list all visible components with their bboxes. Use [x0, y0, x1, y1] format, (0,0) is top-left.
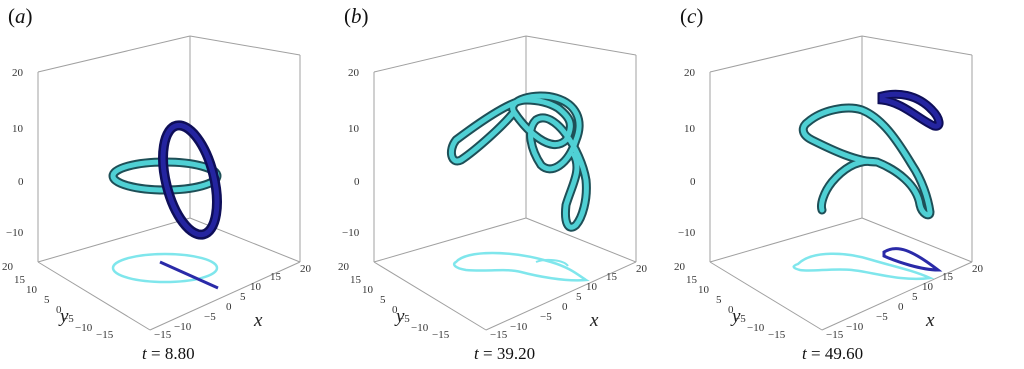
x-tick-label: 5: [912, 291, 918, 303]
x-ticks: −15 −10 −5 0 5 10 15 20: [154, 263, 312, 341]
x-tick-label: 20: [300, 263, 312, 275]
y-tick-label: 20: [2, 261, 14, 273]
y-tick-label: −15: [96, 329, 114, 341]
panel-label: (b): [344, 4, 369, 28]
x-tick-label: 15: [942, 271, 954, 283]
y-axis-label: y: [394, 306, 405, 327]
z-tick-label: 0: [18, 176, 24, 188]
y-tick-label: 0: [728, 304, 734, 316]
z-tick-label: 0: [354, 176, 360, 188]
z-tick-label: −10: [6, 227, 24, 239]
x-tick-label: 0: [562, 301, 568, 313]
vortex-tube: [800, 105, 933, 218]
y-tick-label: 15: [686, 274, 698, 286]
x-tick-label: 15: [606, 271, 618, 283]
y-tick-label: 0: [56, 304, 62, 316]
z-ticks: 20 10 0 −10: [6, 67, 24, 239]
y-tick-label: −5: [398, 313, 410, 325]
y-tick-label: −10: [747, 322, 765, 334]
x-tick-label: 20: [636, 263, 648, 275]
x-axis-label: x: [589, 310, 599, 331]
x-tick-label: 10: [922, 281, 934, 293]
y-axis-label: y: [58, 306, 69, 327]
x-tick-label: −5: [876, 311, 888, 323]
z-tick-label: 20: [348, 67, 360, 79]
y-tick-label: −10: [411, 322, 429, 334]
x-tick-label: −5: [204, 311, 216, 323]
y-tick-label: 10: [698, 284, 710, 296]
z-tick-label: 10: [348, 123, 360, 135]
x-ticks: −15 −10 −5 0 5 10 15 20: [490, 263, 648, 341]
y-tick-label: −10: [75, 322, 93, 334]
y-tick-label: −15: [768, 329, 786, 341]
z-tick-label: 0: [690, 176, 696, 188]
y-tick-label: 20: [338, 261, 350, 273]
x-tick-label: −15: [826, 329, 844, 341]
x-tick-label: 0: [226, 301, 232, 313]
loop-projection-cyan: [792, 252, 935, 281]
x-tick-label: 5: [576, 291, 582, 303]
z-ticks: 20 10 0 −10: [342, 67, 360, 239]
x-tick-label: −15: [490, 329, 508, 341]
z-tick-label: −10: [342, 227, 360, 239]
z-ticks: 20 10 0 −10: [678, 67, 696, 239]
x-tick-label: 15: [270, 271, 282, 283]
y-tick-label: −5: [734, 313, 746, 325]
x-tick-label: −10: [846, 321, 864, 333]
ring-projection-cyan: [111, 252, 219, 284]
x-axis-label: x: [253, 310, 263, 331]
y-tick-label: 15: [14, 274, 26, 286]
y-tick-label: 10: [26, 284, 38, 296]
time-caption: t = 39.20: [474, 344, 536, 363]
y-ticks: 20 15 10 5 0 −5 −10 −15: [2, 261, 114, 341]
y-tick-label: 20: [674, 261, 686, 273]
y-tick-label: 15: [350, 274, 362, 286]
panel-label: (a): [8, 4, 33, 28]
axes-box: [373, 35, 637, 331]
panel-b: 20 10 0 −10 20 15 10 5 0 −5 −10 −15 y −1…: [336, 0, 676, 369]
time-caption: t = 8.80: [142, 344, 195, 363]
y-tick-label: 5: [380, 294, 386, 306]
z-tick-label: 20: [12, 67, 24, 79]
panel-c: 20 10 0 −10 20 15 10 5 0 −5 −10 −15 y −1…: [672, 0, 1012, 369]
time-caption: t = 49.60: [802, 344, 864, 363]
loop-projection-blue: [882, 247, 943, 272]
x-tick-label: −5: [540, 311, 552, 323]
z-tick-label: −10: [678, 227, 696, 239]
panel-a: 20 10 0 −10 20 15 10 5 0 −5 −10 −15 y −1…: [0, 0, 340, 369]
y-tick-label: 5: [44, 294, 50, 306]
vortex-ring-blue: [879, 91, 942, 129]
x-tick-label: −10: [174, 321, 192, 333]
z-tick-label: 10: [12, 123, 24, 135]
y-tick-label: 5: [716, 294, 722, 306]
x-tick-label: 0: [898, 301, 904, 313]
x-tick-label: 5: [240, 291, 246, 303]
x-axis-label: x: [925, 310, 935, 331]
y-tick-label: 0: [392, 304, 398, 316]
x-tick-label: 10: [586, 281, 598, 293]
x-tick-label: −15: [154, 329, 172, 341]
panel-label: (c): [680, 4, 704, 28]
y-ticks: 20 15 10 5 0 −5 −10 −15: [674, 261, 786, 341]
axes-box: [709, 35, 973, 331]
x-ticks: −15 −10 −5 0 5 10 15 20: [826, 263, 984, 341]
x-tick-label: −10: [510, 321, 528, 333]
loop-projection-cyan: [452, 251, 590, 282]
y-tick-label: 10: [362, 284, 374, 296]
loop-projection-inner: [535, 258, 569, 267]
y-ticks: 20 15 10 5 0 −5 −10 −15: [338, 261, 450, 341]
panel-a-plot: 20 10 0 −10 20 15 10 5 0 −5 −10 −15 y −1…: [2, 35, 312, 341]
vortex-tube: [448, 93, 589, 230]
y-axis-label: y: [730, 306, 741, 327]
z-tick-label: 20: [684, 67, 696, 79]
panel-c-plot: 20 10 0 −10 20 15 10 5 0 −5 −10 −15 y −1…: [674, 35, 984, 341]
y-tick-label: −5: [62, 313, 74, 325]
y-tick-label: −15: [432, 329, 450, 341]
vortex-ring-blue: [160, 122, 220, 238]
z-tick-label: 10: [684, 123, 696, 135]
x-tick-label: 10: [250, 281, 262, 293]
panel-b-plot: 20 10 0 −10 20 15 10 5 0 −5 −10 −15 y −1…: [338, 35, 648, 341]
ring-projection-blue: [159, 260, 219, 290]
x-tick-label: 20: [972, 263, 984, 275]
